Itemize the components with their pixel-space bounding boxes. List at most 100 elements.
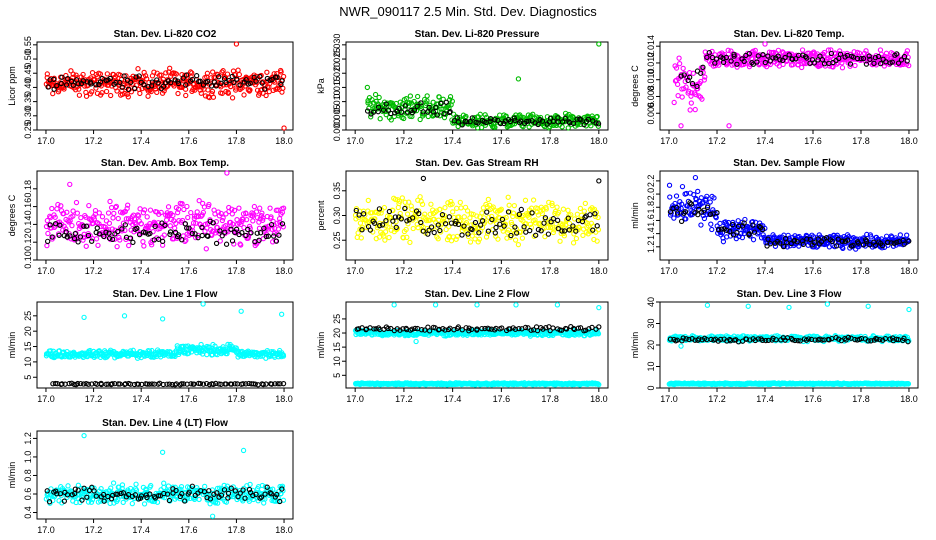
data-point	[418, 100, 424, 106]
data-point	[867, 56, 873, 63]
data-point	[847, 61, 854, 67]
x-tick-label: 17.4	[444, 136, 462, 146]
data-point	[111, 236, 118, 242]
x-tick-label: 17.4	[756, 136, 774, 146]
data-point	[904, 232, 910, 238]
data-point	[684, 74, 691, 81]
data-point	[163, 217, 170, 223]
data-point	[59, 74, 65, 80]
data-point	[687, 74, 693, 80]
data-point	[64, 209, 70, 215]
data-point	[199, 232, 205, 239]
data-point	[767, 61, 773, 68]
x-tick-label: 17.2	[85, 136, 103, 146]
y-tick-label: 0.008	[646, 85, 656, 108]
data-point	[837, 51, 844, 57]
plot-frame	[36, 170, 294, 261]
data-point	[149, 79, 155, 85]
data-point	[268, 214, 274, 220]
data-point	[58, 203, 64, 209]
data-point	[254, 230, 260, 236]
y-tick-label: 40	[646, 297, 656, 307]
data-point	[72, 231, 78, 237]
data-point	[695, 188, 701, 195]
data-point	[681, 72, 687, 78]
data-point	[522, 197, 529, 203]
data-point	[235, 67, 241, 73]
data-point	[233, 226, 240, 232]
y-tick-label: 10	[332, 356, 342, 366]
data-point	[403, 95, 409, 102]
data-point	[438, 106, 444, 112]
chart-title: Stan. Dev. Sample Flow	[733, 158, 845, 169]
data-point	[237, 82, 243, 88]
data-point	[263, 233, 269, 240]
data-point	[467, 119, 473, 125]
data-point	[511, 202, 517, 209]
data-point	[70, 82, 76, 88]
data-point	[689, 80, 696, 87]
data-point	[573, 235, 580, 242]
data-point	[385, 224, 391, 230]
data-point	[435, 236, 441, 242]
outlier-point	[200, 301, 206, 307]
y-tick-label: 0.015	[332, 76, 342, 99]
y-tick-label: 5	[332, 373, 342, 378]
x-tick-label: 17.8	[541, 266, 559, 276]
data-point	[107, 75, 113, 82]
data-point	[898, 57, 905, 63]
data-point	[847, 63, 853, 69]
data-point	[507, 118, 514, 125]
data-point	[141, 82, 147, 88]
data-point	[92, 77, 98, 83]
data-point	[141, 207, 148, 213]
data-point	[673, 65, 680, 71]
data-point	[192, 87, 198, 93]
data-point	[167, 231, 173, 237]
data-point	[577, 116, 583, 122]
data-point	[574, 211, 580, 217]
data-point	[54, 206, 60, 212]
data-point	[673, 193, 680, 199]
data-point	[397, 198, 403, 204]
data-point	[186, 225, 192, 231]
data-point	[717, 220, 723, 227]
data-point	[172, 77, 178, 83]
y-axis-label: percent	[316, 200, 326, 231]
y-axis-label: degrees C	[630, 65, 640, 107]
data-point	[680, 65, 686, 72]
data-point	[82, 83, 88, 89]
data-point	[194, 209, 200, 215]
data-point	[530, 197, 537, 203]
data-point	[446, 214, 452, 220]
data-point	[144, 76, 150, 82]
data-point	[394, 225, 401, 232]
data-point	[179, 237, 185, 243]
y-tick-label: 0.020	[332, 62, 342, 85]
data-point	[205, 87, 211, 93]
data-point	[430, 109, 436, 115]
x-tick-label: 17.2	[85, 266, 103, 276]
data-point	[170, 212, 176, 219]
data-point	[782, 54, 788, 61]
data-point	[264, 69, 270, 75]
data-point	[94, 225, 100, 231]
data-point	[497, 120, 504, 127]
data-point	[241, 92, 247, 98]
data-point	[804, 55, 810, 61]
data-point	[741, 58, 747, 64]
x-tick-label: 17.4	[444, 394, 462, 404]
data-point	[75, 81, 81, 87]
data-point	[467, 239, 474, 245]
y-tick-label: 0.010	[646, 68, 656, 91]
data-point	[484, 209, 490, 215]
data-point	[83, 243, 89, 249]
data-point	[106, 220, 113, 226]
data-point	[734, 61, 740, 67]
data-point	[713, 56, 720, 62]
x-tick-label: 17.4	[756, 394, 774, 404]
outlier-point	[432, 302, 439, 308]
data-point	[765, 53, 771, 59]
data-point	[154, 89, 160, 96]
